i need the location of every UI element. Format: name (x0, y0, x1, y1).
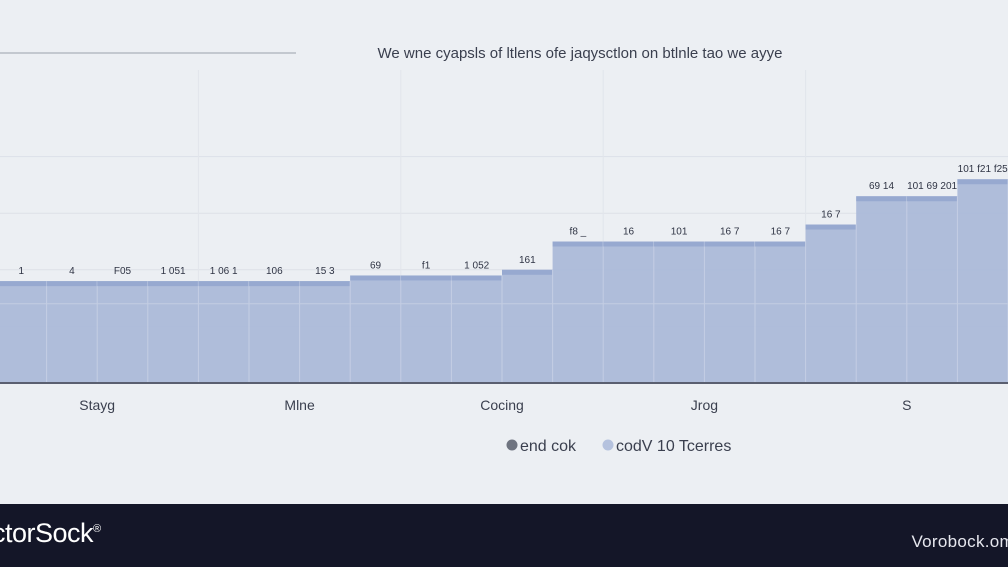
step-7 (350, 275, 401, 281)
legend-swatch-end-cok (506, 439, 518, 451)
data-label-18: 101 69 201 (907, 181, 957, 192)
watermark-bar: ctorSock® Vorobock.om (0, 504, 1008, 567)
legend-label-codv: codV 10 Tcerres (616, 438, 731, 455)
chart-title: We wne cyapsls of ltlens ofe jaqysctlon … (378, 45, 783, 62)
step-13 (653, 241, 705, 247)
data-label-2: F05 (114, 266, 132, 277)
step-12 (603, 241, 654, 247)
data-label-15: 16 7 (771, 227, 791, 238)
x-tick-label-4: S (902, 397, 911, 413)
legend-swatch-codv (602, 439, 614, 451)
brand-url: Vorobock.om (911, 532, 1008, 551)
step-19 (957, 179, 1008, 185)
brand-mark: ® (93, 523, 101, 535)
step-16 (805, 224, 857, 230)
x-tick-label-0: Stayg (79, 397, 115, 413)
plot-area (0, 179, 1008, 383)
data-label-3: 1 051 (161, 266, 186, 277)
data-label-9: 1 052 (464, 260, 489, 271)
data-label-0: 1 (19, 266, 25, 277)
data-label-12: 16 (623, 227, 635, 238)
step-8 (400, 275, 452, 281)
data-label-10: 161 (519, 255, 536, 266)
step-3 (147, 281, 199, 287)
step-14 (704, 241, 755, 247)
brand-logo: ctorSock® (0, 518, 101, 549)
step-11 (552, 241, 604, 247)
step-1 (46, 281, 98, 287)
step-0 (0, 281, 47, 287)
legend-label-end-cok: end cok (520, 438, 577, 455)
data-label-7: 69 (370, 260, 382, 271)
step-9 (451, 275, 502, 281)
data-label-14: 16 7 (720, 227, 740, 238)
data-label-1: 4 (69, 266, 75, 277)
data-label-13: 101 (671, 227, 688, 238)
x-tick-label-2: Cocing (480, 397, 524, 413)
step-10 (502, 269, 553, 275)
step-4 (198, 281, 249, 287)
legend: end cok codV 10 Tcerres (506, 438, 731, 455)
data-label-8: f1 (422, 260, 431, 271)
chart: We wne cyapsls of ltlens ofe jaqysctlon … (0, 45, 1008, 455)
data-label-16: 16 7 (821, 210, 841, 221)
data-labels: 1 4 F05 1 051 1 06 1 106 15 3 69 f1 1 052 161 f8 _ 1… (19, 164, 1008, 277)
step-17 (856, 196, 907, 202)
data-label-17: 69 14 (869, 181, 894, 192)
data-label-6: 15 3 (315, 266, 335, 277)
step-5 (249, 281, 300, 287)
x-tick-label-1: Mlne (284, 397, 315, 413)
step-18 (906, 196, 958, 202)
x-tick-labels: Stayg Mlne Cocing Jrog S (79, 397, 911, 413)
data-label-5: 106 (266, 266, 283, 277)
data-label-4: 1 06 1 (210, 266, 238, 277)
brand-name: ctorSock (0, 518, 94, 548)
x-tick-label-3: Jrog (691, 397, 718, 413)
step-2 (97, 281, 148, 287)
step-15 (755, 241, 806, 247)
area-series (0, 179, 1008, 383)
data-label-11: f8 _ (570, 227, 587, 238)
data-label-19: 101 f21 f25 (958, 164, 1008, 175)
step-6 (299, 281, 351, 287)
